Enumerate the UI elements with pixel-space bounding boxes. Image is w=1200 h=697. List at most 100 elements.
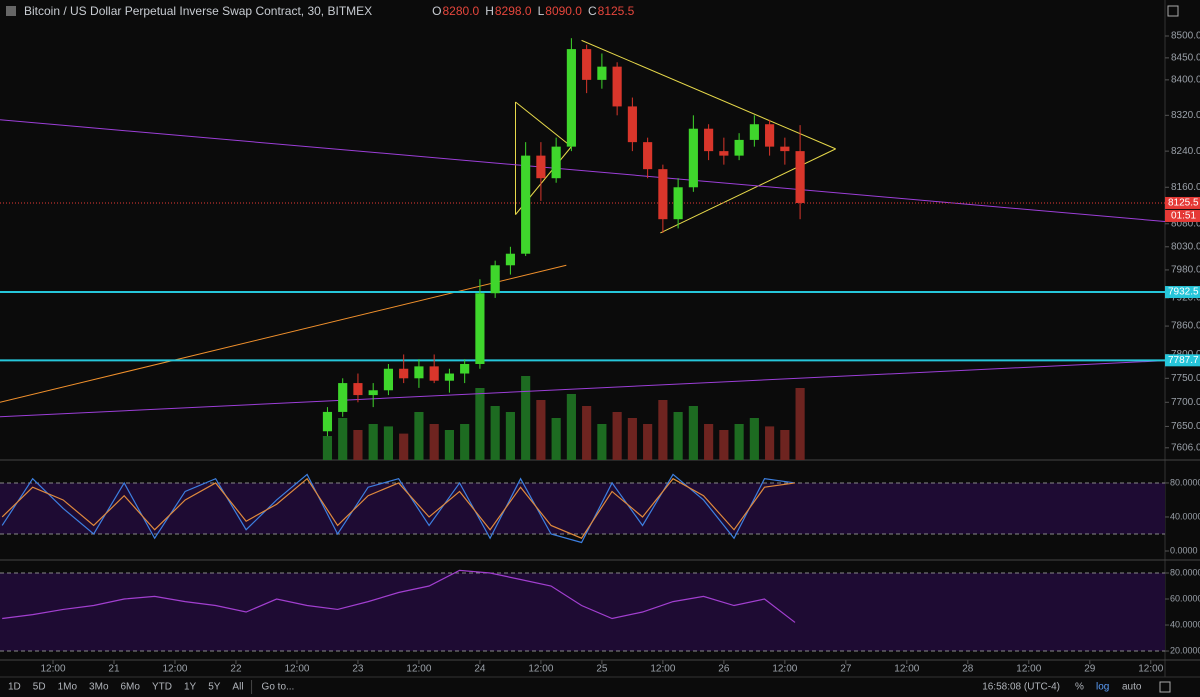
y-tick-label: 8030.0 xyxy=(1171,241,1200,252)
candle-body xyxy=(734,139,744,156)
price-level-tag xyxy=(1165,286,1200,299)
trend-line xyxy=(0,119,1166,222)
range-button[interactable]: 1D xyxy=(8,682,21,693)
candle-body xyxy=(704,128,714,152)
countdown: 01:51 xyxy=(1171,211,1196,222)
y-tick-label: 8400.0 xyxy=(1171,75,1200,86)
ohlc-value: 8125.5 xyxy=(598,4,635,18)
y-tick-label: 8240.0 xyxy=(1171,146,1200,157)
volume-bar xyxy=(460,424,470,460)
clock: 16:58:08 (UTC-4) xyxy=(982,682,1060,693)
ohlc-value: 8298.0 xyxy=(495,4,532,18)
scale-option[interactable]: % xyxy=(1075,682,1084,693)
scale-option[interactable]: auto xyxy=(1122,682,1142,693)
price-level-tag xyxy=(1165,196,1200,209)
indicator-line xyxy=(2,569,796,623)
trend-line xyxy=(581,39,836,150)
candle-body xyxy=(353,383,363,396)
ohlc-value: 8280.0 xyxy=(443,4,480,18)
x-tick-label: 26 xyxy=(718,664,730,675)
candle-body xyxy=(566,49,576,147)
goto-button[interactable]: Go to... xyxy=(262,682,295,693)
x-tick-label: 23 xyxy=(352,664,364,675)
y-tick-label: 8450.0 xyxy=(1171,53,1200,64)
volume-bar xyxy=(429,424,439,460)
trend-line xyxy=(515,101,572,148)
x-tick-label: 12:00 xyxy=(894,664,919,675)
candle-body xyxy=(749,124,759,140)
volume-bar xyxy=(566,394,576,460)
candle-body xyxy=(719,151,729,156)
range-button[interactable]: 1Mo xyxy=(58,682,78,693)
volume-bar xyxy=(399,433,409,460)
range-button[interactable]: 5Y xyxy=(208,682,221,693)
volume-bar xyxy=(612,412,622,460)
trend-line xyxy=(0,264,567,403)
volume-bar xyxy=(444,430,454,460)
volume-bar xyxy=(704,424,714,460)
candle-body xyxy=(780,146,790,152)
indicator-band xyxy=(0,573,1165,652)
candle-body xyxy=(673,187,683,220)
range-button[interactable]: 6Mo xyxy=(121,682,141,693)
volume-bar xyxy=(795,388,805,460)
range-button[interactable]: YTD xyxy=(152,682,172,693)
indicator-line xyxy=(1,477,796,539)
y-tick-label: 7650.0 xyxy=(1171,421,1200,432)
candle-body xyxy=(490,265,500,294)
x-tick-label: 12:00 xyxy=(528,664,553,675)
y-tick-label: 60.0000 xyxy=(1170,593,1200,603)
y-tick-label: 8160.0 xyxy=(1171,182,1200,193)
volume-bar xyxy=(658,400,668,460)
price-level-label: 7932.5 xyxy=(1168,287,1199,298)
volume-bar xyxy=(673,412,683,460)
x-tick-label: 28 xyxy=(962,664,974,675)
candle-body xyxy=(551,146,561,179)
y-tick-label: 0.0000 xyxy=(1170,545,1198,555)
symbol-icon xyxy=(6,6,16,16)
candle-body xyxy=(399,368,409,379)
volume-bar xyxy=(749,418,759,460)
ohlc-key: H xyxy=(485,4,494,18)
y-tick-label: 7980.0 xyxy=(1171,265,1200,276)
range-button[interactable]: 3Mo xyxy=(89,682,109,693)
volume-bar xyxy=(521,376,531,460)
volume-bar xyxy=(505,412,515,460)
x-tick-label: 21 xyxy=(108,664,120,675)
volume-bar xyxy=(627,418,637,460)
maximize-icon[interactable] xyxy=(1167,5,1179,17)
settings-icon[interactable] xyxy=(1159,681,1171,693)
volume-bar xyxy=(597,424,607,460)
volume-bar xyxy=(475,388,485,460)
volume-bar xyxy=(383,426,394,460)
x-tick-label: 12:00 xyxy=(650,664,675,675)
range-button[interactable]: 1Y xyxy=(184,682,197,693)
candle-body xyxy=(643,142,653,170)
candle-body xyxy=(383,368,394,391)
ohlc-key: O xyxy=(432,4,441,18)
trend-line xyxy=(0,360,1166,418)
range-button[interactable]: All xyxy=(232,682,243,693)
y-tick-label: 80.0000 xyxy=(1170,567,1200,577)
candle-body xyxy=(521,155,531,254)
x-tick-label: 25 xyxy=(596,664,608,675)
y-tick-label: 40.0000 xyxy=(1170,619,1200,629)
candle-body xyxy=(475,293,485,364)
y-tick-label: 8320.0 xyxy=(1171,110,1200,121)
ohlc-value: 8090.0 xyxy=(545,4,582,18)
y-tick-label: 80.0000 xyxy=(1170,477,1200,487)
candle-body xyxy=(368,390,378,396)
volume-bar xyxy=(719,430,729,460)
ohlc-key: C xyxy=(588,4,597,18)
scale-option[interactable]: log xyxy=(1096,682,1109,693)
symbol-title[interactable]: Bitcoin / US Dollar Perpetual Inverse Sw… xyxy=(24,4,372,18)
range-button[interactable]: 5D xyxy=(33,682,46,693)
y-tick-label: 8080.0 xyxy=(1171,218,1200,229)
candle-body xyxy=(536,155,546,179)
x-tick-label: 27 xyxy=(840,664,852,675)
volume-bar xyxy=(765,426,775,460)
y-tick-label: 7860.0 xyxy=(1171,321,1200,332)
candle-body xyxy=(658,169,668,220)
candle-body xyxy=(414,366,424,379)
candle-body xyxy=(612,66,622,107)
